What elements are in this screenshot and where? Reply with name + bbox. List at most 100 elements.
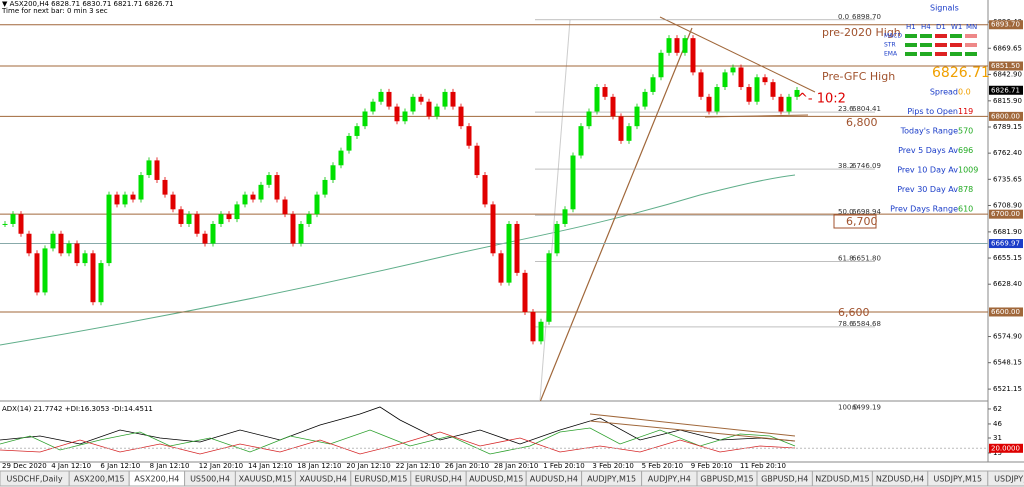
candle: [378, 91, 384, 102]
y-tick-label: 6762.40: [993, 149, 1022, 157]
level-tag: [989, 61, 1023, 71]
candle: [514, 223, 520, 273]
signal-cell: [920, 52, 932, 56]
candle: [738, 67, 744, 88]
candle: [210, 223, 216, 244]
y-tick-label: 6815.90: [993, 97, 1022, 105]
candle: [450, 91, 456, 107]
price-pane: [0, 16, 988, 401]
y-tick-label: 6681.90: [993, 228, 1022, 236]
adx-tick-label: 15: [993, 449, 1002, 457]
candle: [18, 214, 24, 234]
candle: [322, 179, 328, 195]
x-tick-label: 1 Feb 20:10: [543, 462, 584, 470]
fib-ratio: 100.0: [838, 404, 858, 412]
candle: [626, 126, 632, 141]
candle: [306, 214, 312, 224]
x-tick-label: 18 Jan 12:10: [297, 462, 341, 470]
candle: [258, 184, 264, 200]
signal-cell: [950, 52, 962, 56]
candle: [730, 67, 736, 73]
x-tick-label: 29 Dec 2020: [2, 462, 47, 470]
candle: [530, 311, 536, 342]
trend-line: [659, 16, 816, 93]
tab-label: XAUUSD,H4: [299, 475, 347, 484]
candle: [138, 175, 144, 200]
candle: [674, 38, 680, 53]
level-tag-label: 6826.71: [991, 86, 1020, 94]
candle: [370, 101, 376, 112]
candle: [50, 233, 56, 249]
tab-label: USDJPY,M15: [933, 475, 982, 484]
candle: [178, 209, 184, 224]
fib-price: 6584.68: [852, 320, 881, 328]
candle: [362, 111, 368, 127]
level-tag-label: 6600.00: [991, 308, 1020, 316]
stat-value: 696: [958, 146, 973, 155]
candle: [330, 165, 336, 180]
x-tick-label: 12 Jan 20:10: [199, 462, 243, 470]
signal-cell: [935, 34, 947, 38]
candle: [570, 155, 576, 210]
signal-cell: [920, 43, 932, 47]
annotation: 6,800: [846, 116, 878, 129]
stat-label: Pips to Open: [907, 107, 958, 116]
y-tick-label: 6735.65: [993, 175, 1022, 183]
candle: [402, 111, 408, 122]
annotation: pre-2020 High: [822, 26, 901, 39]
candle: [546, 253, 552, 322]
level-tag-label: 6851.50: [991, 62, 1020, 70]
candle: [250, 194, 256, 200]
candle: [98, 263, 104, 303]
tab-label: AUDJPY,M15: [587, 475, 636, 484]
candle: [434, 106, 440, 117]
fib-price: 6651.80: [852, 254, 881, 262]
candle: [2, 223, 8, 225]
candle: [418, 96, 424, 102]
tab-label: GBPUSD,M15: [700, 475, 753, 484]
y-tick-label: 6842.90: [993, 70, 1022, 78]
candle: [690, 38, 696, 73]
signal-row: MACD: [884, 33, 902, 40]
fib-price: 6698.94: [852, 208, 881, 216]
candle: [658, 52, 664, 78]
tab[interactable]: [987, 470, 1024, 487]
candle: [194, 214, 200, 234]
candle: [170, 194, 176, 210]
y-tick-label: 6628.40: [993, 280, 1022, 288]
minus-di-line: [0, 431, 796, 455]
candle: [242, 194, 248, 205]
candle: [42, 248, 48, 293]
candle: [498, 253, 504, 283]
candle: [482, 175, 488, 205]
tab-label: AUDJPY,H4: [648, 475, 691, 484]
signal-column: W1: [951, 23, 962, 31]
signal-cell: [950, 34, 962, 38]
candle: [162, 179, 168, 195]
adx-tick-label: 31: [993, 434, 1002, 442]
signal-cell: [935, 43, 947, 47]
candle: [698, 72, 704, 97]
candle: [426, 101, 432, 117]
x-tick-label: 28 Jan 20:10: [494, 462, 538, 470]
signal-row: EMA: [884, 51, 898, 58]
y-tick-label: 6789.15: [993, 123, 1022, 131]
stat-label: Prev 30 Day Av: [897, 185, 958, 194]
level-tag: [989, 111, 1023, 121]
annotation: ^- 10:2: [797, 92, 846, 107]
candle: [754, 77, 760, 102]
candle: [706, 96, 712, 112]
signal-cell: [920, 34, 932, 38]
x-tick-label: 20 Jan 12:10: [346, 462, 390, 470]
candle: [666, 38, 672, 53]
candle: [146, 160, 152, 176]
fib-ratio: 38.2: [838, 162, 854, 170]
adx-level-tag: [989, 443, 1023, 453]
candle: [506, 223, 512, 283]
candle: [34, 253, 40, 293]
y-tick-label: 6548.15: [993, 359, 1022, 367]
candle: [610, 96, 616, 117]
candle: [58, 233, 64, 254]
annotation: 6,600: [838, 306, 870, 319]
